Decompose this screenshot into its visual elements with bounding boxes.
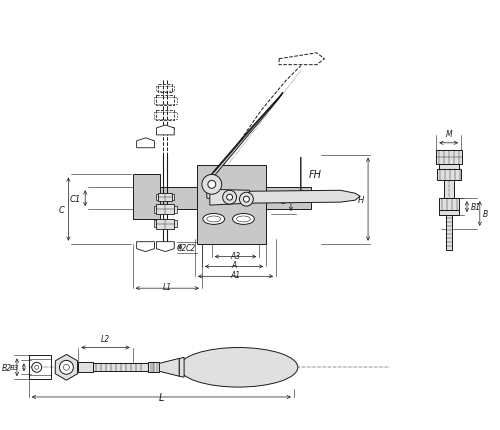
Text: C2: C2 <box>177 243 187 252</box>
Bar <box>158 85 172 93</box>
Bar <box>29 356 50 379</box>
Text: C: C <box>58 205 64 214</box>
Text: A: A <box>232 261 236 270</box>
Bar <box>444 181 454 199</box>
Bar <box>148 362 160 372</box>
Text: F3: F3 <box>146 242 156 251</box>
Bar <box>156 111 174 121</box>
Bar <box>132 175 160 219</box>
Circle shape <box>208 181 216 189</box>
Bar <box>78 362 93 372</box>
Text: L2: L2 <box>101 334 110 343</box>
Polygon shape <box>207 193 256 203</box>
Circle shape <box>35 366 38 369</box>
Ellipse shape <box>179 348 298 387</box>
Bar <box>93 363 148 372</box>
Ellipse shape <box>232 214 254 225</box>
Text: B: B <box>483 209 488 218</box>
Bar <box>154 98 177 104</box>
Polygon shape <box>136 138 154 148</box>
Polygon shape <box>210 190 250 206</box>
Ellipse shape <box>203 214 224 225</box>
Polygon shape <box>156 126 174 135</box>
Polygon shape <box>56 355 78 380</box>
Circle shape <box>240 193 254 206</box>
Bar <box>440 164 459 169</box>
Bar <box>154 206 177 213</box>
Bar <box>440 211 459 215</box>
Polygon shape <box>136 242 154 252</box>
Text: F2: F2 <box>166 127 175 136</box>
Polygon shape <box>156 242 174 252</box>
Bar <box>156 205 174 215</box>
Bar <box>438 169 461 181</box>
Circle shape <box>244 197 250 203</box>
Text: B1: B1 <box>471 203 481 212</box>
Text: L1: L1 <box>162 283 172 292</box>
Text: B2: B2 <box>2 363 12 372</box>
Circle shape <box>60 360 74 375</box>
Text: L: L <box>158 392 164 402</box>
Bar <box>156 195 174 200</box>
Circle shape <box>226 195 232 201</box>
Bar <box>154 221 177 228</box>
Text: FH: FH <box>308 170 322 180</box>
Circle shape <box>32 362 42 372</box>
Polygon shape <box>209 93 283 177</box>
Polygon shape <box>250 191 360 204</box>
Bar <box>440 199 459 211</box>
Text: C1: C1 <box>70 194 81 203</box>
Polygon shape <box>160 359 179 376</box>
Bar <box>446 215 452 250</box>
Text: H: H <box>358 195 364 204</box>
Text: D: D <box>280 197 287 206</box>
Bar <box>197 165 266 244</box>
Circle shape <box>222 191 236 205</box>
Text: A1: A1 <box>230 270 240 280</box>
Text: C2: C2 <box>186 243 196 252</box>
Bar <box>154 112 177 119</box>
Text: F4: F4 <box>166 242 175 251</box>
Text: F1: F1 <box>146 140 156 149</box>
Bar <box>132 188 310 209</box>
Bar <box>156 96 174 106</box>
Bar <box>436 150 462 164</box>
Polygon shape <box>179 358 184 377</box>
Bar <box>158 194 172 202</box>
Circle shape <box>64 365 70 370</box>
Text: B3: B3 <box>10 365 19 370</box>
Circle shape <box>202 175 222 195</box>
Text: A3: A3 <box>230 251 240 260</box>
Bar <box>156 219 174 229</box>
Bar <box>156 86 174 92</box>
Text: M: M <box>446 129 452 138</box>
